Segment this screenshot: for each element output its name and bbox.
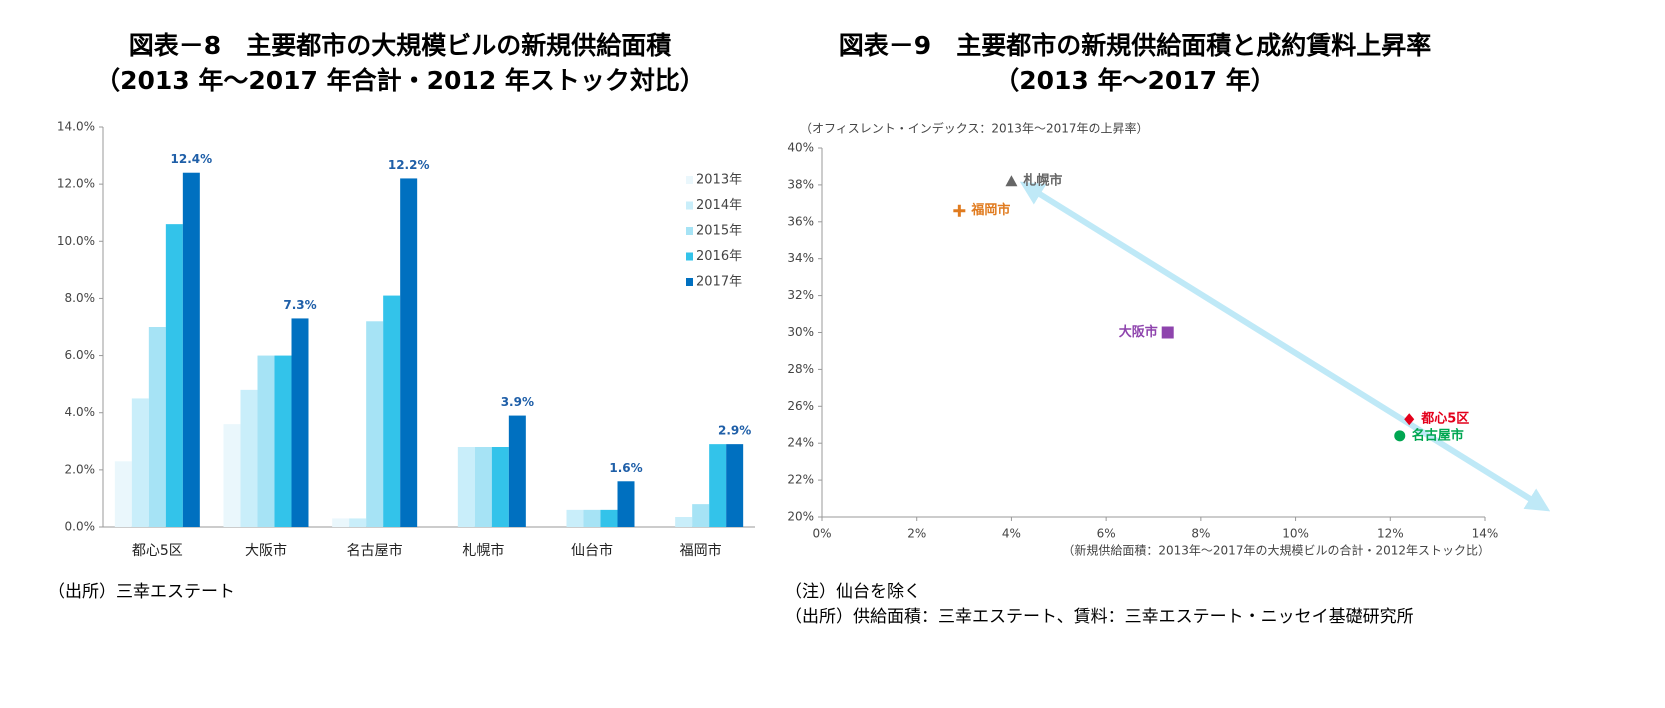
chart-subtitle: （2013 年～2017 年合計・2012 年ストック対比） [95,66,705,95]
y-tick-label: 12.0% [57,177,95,191]
point-label: 大阪市 [1119,324,1158,340]
legend-swatch [686,201,693,210]
y-tick-label: 6.0% [65,348,96,362]
x-tick-label: 8% [1191,527,1210,541]
y-tick-label: 2.0% [65,462,96,476]
point-label: 札幌市 [1022,173,1062,189]
point-label: 福岡市 [970,202,1010,218]
point [1161,326,1174,339]
legend-label: 2015年 [696,224,742,239]
bar [675,517,693,527]
bar [491,447,509,527]
x-axis-label: （新規供給面積：2013年～2017年の大規模ビルの合計・2012年ストック比） [1062,543,1490,558]
note: （注）仙台を除く [785,582,921,602]
bar [474,447,492,527]
legend-label: 2017年 [696,275,742,290]
bar [617,481,635,527]
y-tick-label: 28% [787,362,814,376]
bar [274,355,292,527]
bar [291,318,309,527]
y-tick-label: 32% [787,288,814,302]
x-tick-label: 仙台市 [571,542,613,559]
bar [583,509,601,527]
x-tick-label: 6% [1097,527,1116,541]
y-tick-label: 4.0% [65,405,96,419]
x-tick-label: 10% [1282,527,1309,541]
point [1394,430,1406,442]
bar [182,172,200,527]
bar [366,321,384,527]
bar [566,509,584,527]
y-tick-label: 30% [787,325,814,339]
point [1005,175,1018,187]
y-tick-label: 36% [787,214,814,228]
bar [223,424,241,527]
value-label: 12.2% [388,158,430,172]
x-tick-label: 大阪市 [245,542,287,559]
legend-swatch [686,252,693,261]
legend-swatch [686,278,693,286]
x-tick-label: 札幌市 [462,542,504,559]
bar [508,415,526,527]
bar [148,327,166,527]
bar [349,518,367,527]
point-label: 都心5区 [1420,411,1469,427]
bar [692,504,710,527]
value-label: 2.9% [718,424,751,438]
x-tick-label: 12% [1377,527,1404,541]
bar [400,178,418,527]
bar [383,295,401,527]
x-tick-label: 名古屋市 [347,542,403,559]
legend-label: 2014年 [696,198,742,213]
y-tick-label: 20% [787,510,814,524]
chart-title: 図表－9 主要都市の新規供給面積と成約賃料上昇率 [839,31,1431,60]
y-tick-label: 34% [787,251,814,265]
y-tick-label: 24% [787,436,814,450]
legend-label: 2013年 [696,173,742,188]
x-tick-label: 福岡市 [680,542,722,559]
bar [600,509,618,527]
y-tick-label: 22% [787,473,814,487]
bar [240,389,258,527]
legend-swatch [686,176,693,184]
x-tick-label: 2% [907,527,926,541]
x-tick-label: 14% [1472,527,1499,541]
x-tick-label: 0% [812,527,831,541]
chart-subtitle: （2013 年～2017 年） [994,66,1276,95]
bar [332,518,350,527]
bar [457,447,475,527]
y-tick-label: 10.0% [57,234,95,248]
legend-swatch [686,227,693,235]
value-label: 12.4% [171,152,213,166]
y-tick-label: 8.0% [65,291,96,305]
x-tick-label: 都心5区 [132,543,183,559]
value-label: 7.3% [283,298,316,312]
bar [257,355,275,527]
bar [131,398,149,527]
bar [709,444,727,527]
point [953,204,966,217]
y-tick-label: 26% [787,399,814,413]
y-axis-label: （オフィスレント・インデックス：2013年～2017年の上昇率） [800,121,1148,136]
note: （出所）供給面積：三幸エステート、賃料：三幸エステート・ニッセイ基礎研究所 [785,607,1414,627]
y-tick-label: 38% [787,177,814,191]
bar [114,461,132,527]
value-label: 3.9% [501,395,534,409]
trend-arrow [1019,181,1551,512]
y-tick-label: 14.0% [57,120,95,134]
chart-title: 図表－8 主要都市の大規模ビルの新規供給面積 [129,31,671,60]
value-label: 1.6% [609,461,642,475]
point [1404,413,1415,426]
point-label: 名古屋市 [1412,427,1464,443]
y-tick-label: 40% [787,141,814,155]
note: （出所）三幸エステート [48,582,235,602]
y-tick-label: 0.0% [65,520,96,534]
legend-label: 2016年 [696,249,742,264]
bar [165,224,183,527]
bar [726,444,744,527]
x-tick-label: 4% [1002,527,1021,541]
